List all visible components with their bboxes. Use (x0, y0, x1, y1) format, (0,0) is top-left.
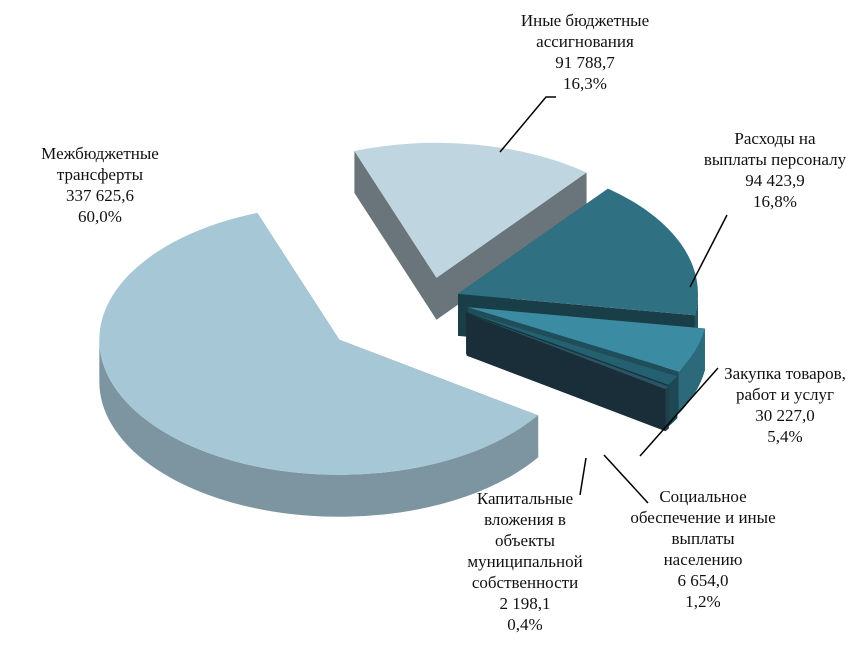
value-label: 91 788,7 (555, 53, 615, 72)
leader-line (499, 96, 556, 153)
data-label: Закупка товаров, работ и услуг 30 227,0 5,… (700, 363, 867, 447)
percentage-label: 5,4% (767, 427, 803, 446)
pie-slice (99, 212, 539, 475)
value-label: 337 625,6 (66, 186, 134, 205)
category-label: Иные бюджетные ассигнования (520, 11, 650, 51)
leader-line (579, 457, 587, 496)
value-label: 94 423,9 (745, 171, 805, 190)
percentage-label: 60,0% (78, 207, 122, 226)
percentage-label: 16,3% (563, 74, 607, 93)
percentage-label: 16,8% (753, 192, 797, 211)
leader-line (639, 367, 719, 457)
slice-wall (354, 150, 437, 320)
slice-side (668, 376, 678, 427)
value-label: 2 198,1 (499, 594, 551, 613)
pie-slice (457, 188, 698, 316)
leader-lines (499, 96, 728, 504)
data-label: Межбюджетные трансферты 337 625,6 60,0% (5, 143, 195, 227)
category-label: Социальное обеспечение и иные выплаты на… (630, 487, 776, 569)
slice-side (99, 339, 539, 517)
category-label: Межбюджетные трансферты (41, 144, 159, 184)
pie-slice (467, 307, 705, 372)
pie (99, 142, 705, 517)
value-label: 6 654,0 (677, 571, 729, 590)
pie-slice (354, 142, 587, 278)
data-label: Расходы на выплаты персоналу 94 423,9 16,8… (680, 128, 867, 212)
category-label: Закупка товаров, работ и услуг (724, 364, 846, 404)
data-label: Социальное обеспечение и иные выплаты на… (618, 486, 788, 612)
leader-line (603, 454, 649, 504)
slice-wall (466, 313, 666, 432)
percentage-label: 0,4% (507, 615, 543, 634)
slice-side (665, 386, 669, 432)
pie-slice (466, 313, 669, 390)
pie-slice (466, 312, 678, 385)
data-label: Капитальные вложения в объекты муниципал… (440, 488, 610, 635)
slice-side (678, 328, 705, 414)
category-label: Расходы на выплаты персоналу (703, 129, 847, 169)
percentage-label: 1,2% (685, 592, 721, 611)
leader-line (689, 214, 728, 288)
category-label: Капитальные вложения в объекты муниципал… (467, 489, 583, 592)
data-label: Иные бюджетные ассигнования 91 788,7 16,3% (500, 10, 670, 94)
value-label: 30 227,0 (755, 406, 815, 425)
